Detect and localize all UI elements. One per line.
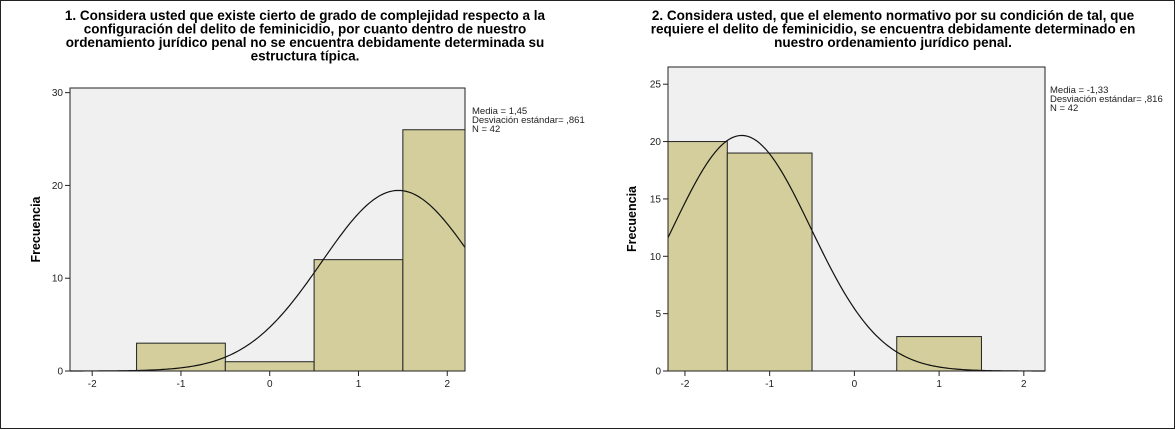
histogram-bar [224, 361, 315, 372]
x-tick-label: -2 [88, 379, 97, 390]
histogram-bar [136, 342, 226, 372]
y-tick-label: 25 [650, 80, 662, 91]
stats-text: Desviación estándar= ,816 [1050, 94, 1163, 105]
chart-title-line: 2. Considera usted, que el elemento norm… [652, 8, 1135, 23]
y-tick-label: 20 [650, 137, 662, 148]
y-tick-label: 0 [57, 367, 63, 378]
plot-border [69, 87, 466, 372]
x-tick-label: 0 [267, 379, 273, 390]
y-tick-label: 15 [650, 194, 662, 205]
y-tick-label: 30 [52, 88, 64, 99]
x-tick-label: 0 [852, 379, 858, 390]
chart-title-line: requiere el delito de feminicidio, se en… [651, 22, 1136, 37]
histogram-bar [896, 336, 982, 372]
stats-text: Media = 1,45 [472, 106, 527, 117]
histogram-chart-2: 2. Considera usted, que el elemento norm… [625, 8, 1163, 390]
chart-title-line: nuestro ordenamiento jurídico penal. [774, 35, 1012, 50]
stats-text: Desviación estándar= ,861 [472, 115, 585, 126]
histogram-bar [313, 259, 404, 372]
histogram-bar [667, 141, 728, 372]
chart-title-line: configuración del delito de feminicidio,… [84, 22, 527, 37]
y-tick-label: 5 [655, 309, 661, 320]
y-tick-label: 0 [655, 367, 661, 378]
x-tick-label: -1 [177, 379, 186, 390]
x-tick-label: -2 [680, 379, 689, 390]
stats-text: Media = -1,33 [1050, 85, 1108, 96]
chart-title-line: ordenamiento jurídico penal no se encuen… [66, 35, 545, 50]
y-tick-label: 20 [52, 181, 64, 192]
x-tick-label: -1 [765, 379, 774, 390]
x-tick-label: 2 [444, 379, 450, 390]
x-tick-label: 1 [936, 379, 942, 390]
y-axis-label: Frecuencia [625, 185, 639, 252]
y-axis-label: Frecuencia [29, 195, 43, 262]
chart-title-line: 1. Considera usted que existe cierto de … [65, 8, 546, 23]
x-tick-label: 1 [356, 379, 362, 390]
x-tick-label: 2 [1021, 379, 1027, 390]
histogram-bar [402, 129, 466, 372]
histogram-chart-1: 1. Considera usted que existe cierto de … [29, 8, 585, 390]
stats-text: N = 42 [1050, 103, 1078, 114]
histogram-bar [726, 152, 813, 372]
plot-border [667, 66, 1046, 372]
y-tick-label: 10 [52, 274, 64, 285]
stats-text: N = 42 [472, 124, 500, 135]
chart-title-line: estructura típica. [251, 49, 360, 64]
normal-curve-line [667, 134, 1045, 372]
y-tick-label: 10 [650, 252, 662, 263]
